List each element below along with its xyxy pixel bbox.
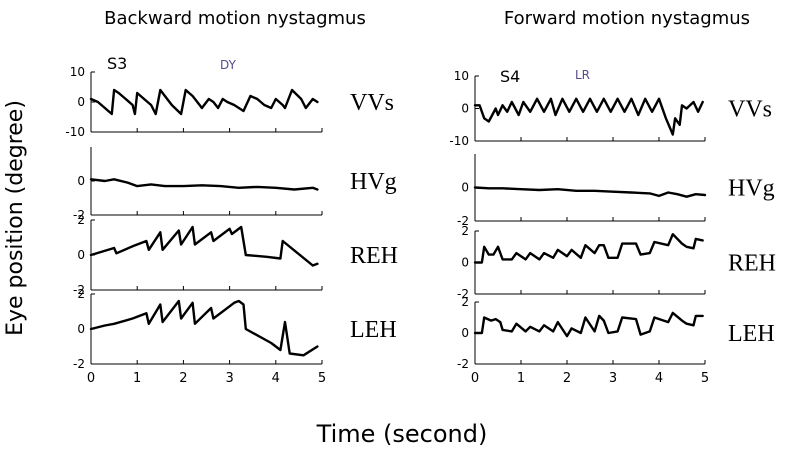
x-tick-label: 3	[225, 371, 233, 386]
y-tick-label: 2	[461, 224, 469, 238]
x-tick-label: 0	[87, 371, 95, 386]
y-tick-label: 0	[77, 174, 85, 188]
row-hvg: -2 0 HVg	[457, 154, 775, 228]
panel-title: Forward motion nystagmus	[504, 8, 750, 29]
series-name-label: VVs	[350, 90, 394, 116]
y-tick-label: -10	[65, 125, 85, 139]
y-tick-label: 0	[77, 248, 85, 262]
series-name-label: LEH	[728, 321, 775, 347]
series-name-label: LEH	[350, 317, 397, 343]
x-tick-label: 4	[655, 371, 663, 386]
y-tick-label: 10	[70, 65, 85, 79]
panel-title: Backward motion nystagmus	[104, 8, 366, 29]
y-tick-label: 2	[461, 295, 469, 309]
y-tick-label: 0	[461, 181, 469, 195]
series-line-hvg	[473, 186, 707, 198]
series-name-label: REH	[350, 243, 398, 269]
y-axis-label: Eye position (degree)	[3, 100, 28, 336]
y-tick-label: 0	[461, 102, 469, 116]
y-tick-label: 0	[461, 256, 469, 270]
series-line-vvs	[89, 88, 319, 116]
series-line-vvs	[473, 97, 704, 136]
x-tick-label: 4	[272, 371, 280, 386]
row-leh: -2 0 2 LEH	[73, 287, 397, 371]
row-leh: -2 0 2 LEH	[457, 295, 775, 371]
y-tick-label: 0	[77, 95, 85, 109]
x-tick-label: 2	[179, 371, 187, 386]
series-line-reh	[89, 225, 319, 267]
row-reh: -2 0 2 REH	[457, 224, 776, 301]
series-name-label: HVg	[350, 169, 397, 195]
series-line-reh	[473, 232, 704, 264]
panel-backward-motion: Backward motion nystagmus S3 DY -10010VV…	[65, 8, 398, 386]
series-name-label: REH	[728, 251, 776, 277]
x-tick-label: 5	[318, 371, 326, 386]
row-hvg: -2 0 HVg	[73, 147, 397, 222]
x-axis-label: Time (second)	[316, 420, 488, 448]
y-tick-label: -2	[457, 357, 469, 371]
y-tick-label: -10	[449, 134, 469, 148]
x-tick-label: 0	[471, 371, 479, 386]
series-line-leh	[89, 299, 319, 357]
subject-label: S3	[107, 54, 127, 73]
x-tick-label: 1	[133, 371, 141, 386]
subject-initials: LR	[575, 68, 590, 82]
y-tick-label: 0	[461, 326, 469, 340]
series-line-hvg	[89, 178, 319, 191]
y-tick-label: -2	[457, 287, 469, 301]
series-name-label: HVg	[728, 176, 775, 202]
y-tick-label: -2	[457, 214, 469, 228]
y-tick-label: -2	[73, 283, 85, 297]
y-tick-label: 10	[454, 69, 469, 83]
y-tick-label: -2	[73, 208, 85, 222]
subject-label: S4	[500, 67, 520, 86]
series-name-label: VVs	[728, 97, 772, 123]
series-line-leh	[473, 311, 704, 338]
x-tick-label: 3	[609, 371, 617, 386]
row-vvs: -10 0 10 VVs	[449, 69, 772, 148]
x-tick-label: 5	[701, 371, 709, 386]
row-vvs: -10 0 10 VVs	[65, 65, 394, 139]
y-tick-label: 2	[77, 287, 85, 301]
x-tick-label: 2	[563, 371, 571, 386]
y-tick-label: 2	[77, 213, 85, 227]
row-reh: -2 0 2 REH	[73, 213, 398, 297]
panel-forward-motion: Forward motion nystagmus S4 LR -10010VVs…	[449, 8, 776, 386]
x-tick-label: 1	[517, 371, 525, 386]
subject-initials: DY	[220, 58, 237, 72]
y-tick-label: -2	[73, 357, 85, 371]
y-tick-label: 0	[77, 322, 85, 336]
